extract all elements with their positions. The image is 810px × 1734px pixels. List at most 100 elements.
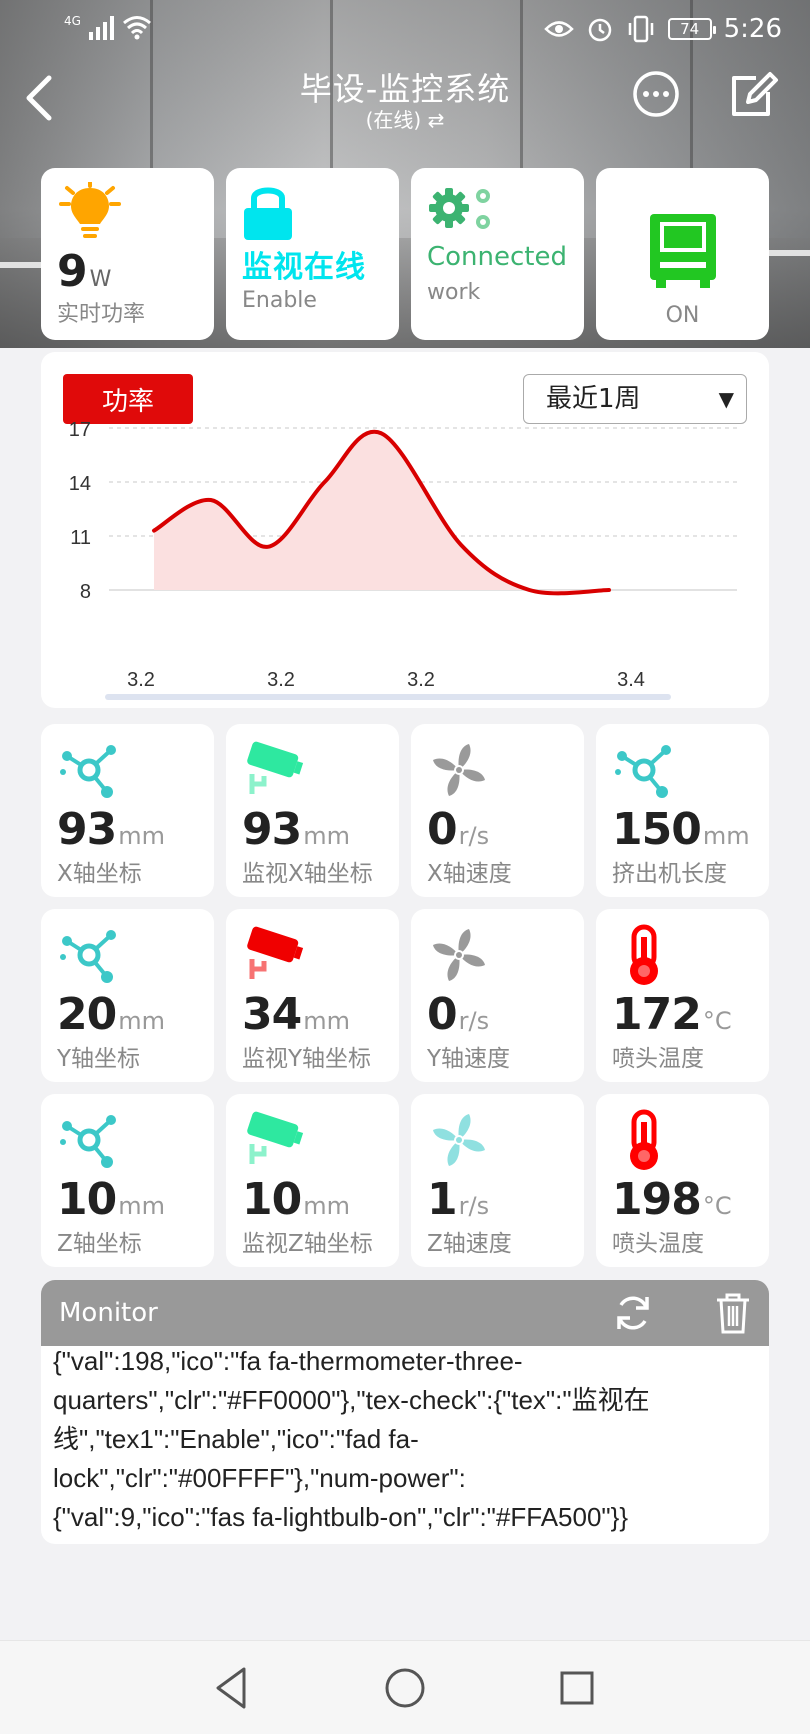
refresh-button[interactable]	[613, 1293, 653, 1333]
metric-card-4[interactable]: 150mm 挤出机长度	[596, 724, 769, 897]
fan-icon	[433, 929, 485, 981]
back-triangle-button[interactable]	[206, 1661, 260, 1715]
x-tick-label: 3.2	[127, 669, 155, 691]
metric-value: 0r/s	[427, 804, 489, 855]
metric-value: 150mm	[612, 804, 750, 855]
monitor-log: {"val":198,"ico":"fa fa-thermometer-thre…	[53, 1346, 650, 1532]
power-unit: W	[89, 267, 112, 292]
metric-card-3[interactable]: 0r/s X轴速度	[411, 724, 584, 897]
lightbulb-icon	[59, 182, 121, 238]
monitor-lock-card[interactable]: 监视在线 Enable	[226, 168, 399, 340]
status-bar: 4G 74 5:26	[0, 0, 810, 60]
metric-card-8[interactable]: 172°C 喷头温度	[596, 909, 769, 1082]
metric-number: 150	[612, 804, 702, 855]
eye-icon	[543, 21, 574, 37]
metric-card-9[interactable]: 10mm Z轴坐标	[41, 1094, 214, 1267]
connection-status-text: Connected	[427, 242, 568, 272]
metric-number: 93	[242, 804, 302, 855]
cctv-camera-icon	[247, 1111, 304, 1164]
metric-unit: mm	[118, 1192, 165, 1220]
metric-caption: 喷头温度	[612, 1046, 704, 1072]
metric-card-12[interactable]: 198°C 喷头温度	[596, 1094, 769, 1267]
monitor-header: Monitor	[41, 1280, 769, 1346]
metric-number: 1	[427, 1174, 458, 1225]
cctv-camera-icon	[247, 926, 304, 979]
power-caption: 实时功率	[57, 302, 146, 327]
connection-status-sub: work	[427, 280, 481, 305]
time-range-value: 最近1周	[546, 384, 641, 414]
navigation-bar: 毕设-监控系统 (在线) ⇄	[0, 60, 810, 160]
y-tick-label: 8	[80, 581, 91, 603]
metric-number: 34	[242, 989, 302, 1040]
series-area	[154, 431, 609, 594]
battery-icon: 74	[667, 18, 716, 40]
system-navigation-bar	[0, 1640, 810, 1734]
metric-value: 198°C	[612, 1174, 732, 1225]
alarm-icon	[588, 18, 611, 42]
axis-node-icon	[60, 745, 116, 798]
metric-caption: Y轴坐标	[57, 1046, 141, 1072]
metric-number: 20	[57, 989, 117, 1040]
metric-unit: mm	[303, 1192, 350, 1220]
edit-button[interactable]	[728, 68, 780, 120]
caret-down-icon: ▼	[718, 387, 734, 411]
metric-card-2[interactable]: 93mm 监视X轴坐标	[226, 724, 399, 897]
thermometer-icon	[630, 924, 658, 985]
metric-number: 10	[242, 1174, 302, 1225]
monitor-status-text: 监视在线	[242, 250, 366, 285]
monitor-panel: Monitor {"val":198,"ico":"fa fa-thermome…	[41, 1280, 769, 1544]
monitor-title: Monitor	[59, 1298, 158, 1328]
metric-unit: °C	[702, 1007, 732, 1035]
more-options-button[interactable]	[632, 70, 680, 118]
metric-card-11[interactable]: 1r/s Z轴速度	[411, 1094, 584, 1267]
computer-icon	[650, 214, 716, 288]
status-cards: 9W 实时功率 监视在线 Enable Connected	[41, 168, 769, 340]
connection-card[interactable]: Connected work	[411, 168, 584, 340]
machine-status-text: ON	[665, 303, 700, 328]
metric-caption: Z轴速度	[427, 1231, 512, 1257]
metric-unit: °C	[702, 1192, 732, 1220]
metric-value: 1r/s	[427, 1174, 489, 1225]
metric-card-7[interactable]: 0r/s Y轴速度	[411, 909, 584, 1082]
metric-caption: Z轴坐标	[57, 1231, 142, 1257]
back-button[interactable]	[14, 68, 64, 128]
axis-node-icon	[615, 745, 671, 798]
metric-value: 10mm	[57, 1174, 165, 1225]
power-chart-card: 功率 最近1周 ▼ 8 11 14 17 3.2 3.2 3.2 3.4	[41, 352, 769, 708]
y-tick-label: 14	[69, 473, 91, 495]
thermometer-icon	[630, 1109, 658, 1170]
window-frame	[690, 0, 693, 240]
monitor-status-sub: Enable	[242, 288, 317, 313]
page-title: 毕设-监控系统	[299, 70, 511, 108]
fan-icon	[433, 1114, 485, 1166]
cctv-camera-icon	[247, 741, 304, 794]
x-tick-label: 3.2	[267, 669, 295, 691]
delete-button[interactable]	[713, 1292, 753, 1334]
home-button[interactable]	[378, 1661, 432, 1715]
network-type: 4G	[64, 14, 81, 28]
chevron-left-icon	[26, 75, 52, 121]
metric-unit: mm	[303, 1007, 350, 1035]
metric-card-10[interactable]: 10mm 监视Z轴坐标	[226, 1094, 399, 1267]
vibrate-icon	[628, 15, 653, 43]
metric-unit: r/s	[458, 1007, 490, 1035]
recents-button[interactable]	[550, 1661, 604, 1715]
metric-card-1[interactable]: 93mm X轴坐标	[41, 724, 214, 897]
metric-number: 198	[612, 1174, 702, 1225]
window-frame	[520, 0, 523, 240]
metric-value: 0r/s	[427, 989, 489, 1040]
metric-card-5[interactable]: 20mm Y轴坐标	[41, 909, 214, 1082]
machine-power-card[interactable]: ON	[596, 168, 769, 340]
metric-number: 0	[427, 804, 458, 855]
time-range-select[interactable]: 最近1周 ▼	[523, 374, 747, 424]
window-frame	[330, 0, 333, 240]
metric-caption: X轴坐标	[57, 861, 142, 887]
fan-icon	[433, 744, 485, 796]
metric-caption: Y轴速度	[427, 1046, 511, 1072]
power-card[interactable]: 9W 实时功率	[41, 168, 214, 340]
metric-card-6[interactable]: 34mm 监视Y轴坐标	[226, 909, 399, 1082]
metric-grid: 93mm X轴坐标 93mm 监视X轴坐标 0r/s X轴速度 150mm	[41, 724, 769, 1267]
metric-caption: 挤出机长度	[612, 861, 727, 887]
metric-unit: mm	[118, 1007, 165, 1035]
metric-unit: mm	[702, 822, 750, 850]
